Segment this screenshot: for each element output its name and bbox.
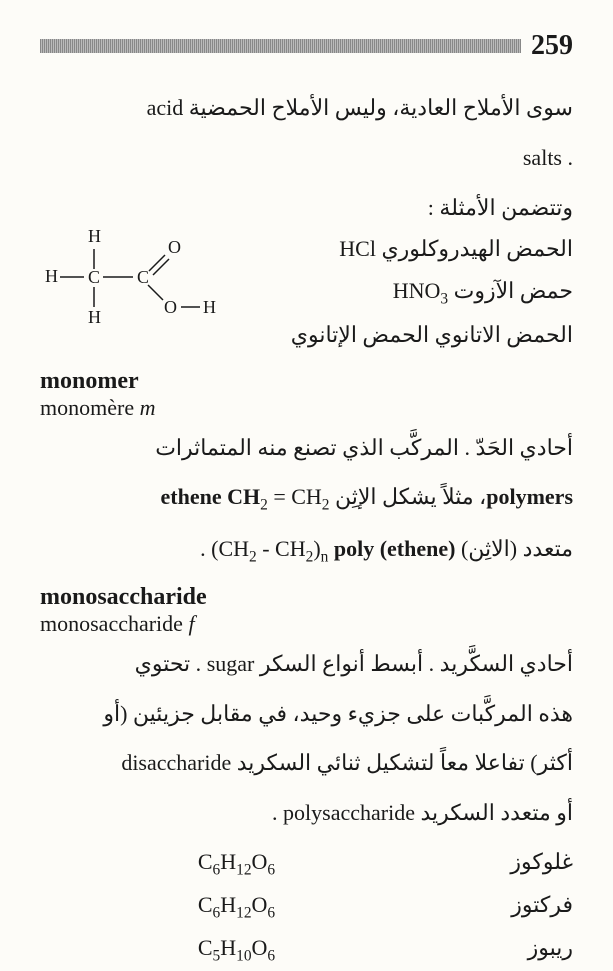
example-hcl-ar: الحمض الهيدروكلوري: [381, 236, 573, 261]
sugar-table: C6H12O6 غلوكوز C6H12O6 فركتوز C5H10O6 ري…: [40, 842, 573, 971]
page-number: 259: [531, 30, 573, 62]
monomer-polymers-word: polymers: [486, 484, 573, 509]
molecule-diagram-icon: H H C C O H O H: [40, 227, 220, 327]
header-decorative-bar: [40, 39, 521, 53]
page-header: 259: [40, 30, 573, 62]
mono-def-line2: هذه المركَّبات على جزيء وحيد، في مقابل ج…: [40, 693, 573, 735]
monosaccharide-fr-word: monosaccharide: [40, 611, 183, 636]
monosaccharide-fr-gender: f: [188, 611, 194, 636]
acid-definition-line1: سوى الأملاح العادية، وليس الأملاح الحمضي…: [40, 87, 573, 129]
mono-def-line1: أحادي السكَّريد . أبسط أنواع السكر sugar…: [40, 643, 573, 685]
monomer-ethene-formula: ethene CH2 = CH2: [161, 484, 330, 509]
monomer-def-line2: polymers، مثلاً يشكل الإثِن ethene CH2 =…: [40, 476, 573, 520]
monomer-polyethene-formula: (CH2 - CH2)n poly (ethene): [211, 536, 455, 561]
example-hno3-ar: حمض الآزوت: [454, 278, 573, 303]
svg-text:H: H: [88, 307, 101, 327]
monomer-headword-fr: monomère m: [40, 395, 573, 421]
acid-definition-line2: . salts: [40, 137, 573, 179]
examples-intro: وتتضمن الأمثلة :: [40, 187, 573, 229]
monomer-def2-mid: ، مثلاً يشكل الإثِن: [335, 484, 486, 509]
mono-def-line4: أو متعدد السكريد polysaccharide .: [40, 792, 573, 834]
monosaccharide-headword-fr: monosaccharide f: [40, 611, 573, 637]
ribose-formula: C5H10O6: [40, 928, 433, 971]
table-row: C5H10O6 ريبوز: [40, 928, 573, 971]
glucose-name: غلوكوز: [433, 842, 573, 885]
monosaccharide-headword-en: monosaccharide: [40, 584, 573, 611]
monomer-def-line1: أحادي الحَدّ . المركَّب الذي تصنع منه ال…: [40, 427, 573, 469]
svg-text:H: H: [45, 266, 58, 286]
svg-text:O: O: [168, 237, 181, 257]
glucose-formula: C6H12O6: [40, 842, 433, 885]
examples-section: وتتضمن الأمثلة : H H C C O H O H الحمض ا…: [40, 187, 573, 356]
svg-text:H: H: [88, 227, 101, 246]
ribose-name: ريبوز: [433, 928, 573, 971]
svg-text:C: C: [88, 267, 100, 287]
monomer-headword-en: monomer: [40, 368, 573, 395]
svg-text:O: O: [164, 297, 177, 317]
example-hcl-formula: HCl: [339, 236, 376, 261]
svg-text:H: H: [203, 297, 216, 317]
fructose-formula: C6H12O6: [40, 885, 433, 928]
table-row: C6H12O6 فركتوز: [40, 885, 573, 928]
example-hno3-formula: HNO3: [393, 278, 448, 303]
mono-def-line3: أكثر) تفاعلا معاً لتشكيل ثنائي السكريد d…: [40, 742, 573, 784]
monomer-fr-word: monomère: [40, 395, 134, 420]
monomer-fr-gender: m: [140, 395, 156, 420]
fructose-name: فركتوز: [433, 885, 573, 928]
monomer-def-line3: متعدد (الاثِن) (CH2 - CH2)n poly (ethene…: [40, 528, 573, 572]
monomer-def3-ar: متعدد (الاثِن): [461, 536, 573, 561]
table-row: C6H12O6 غلوكوز: [40, 842, 573, 885]
svg-text:C: C: [137, 267, 149, 287]
